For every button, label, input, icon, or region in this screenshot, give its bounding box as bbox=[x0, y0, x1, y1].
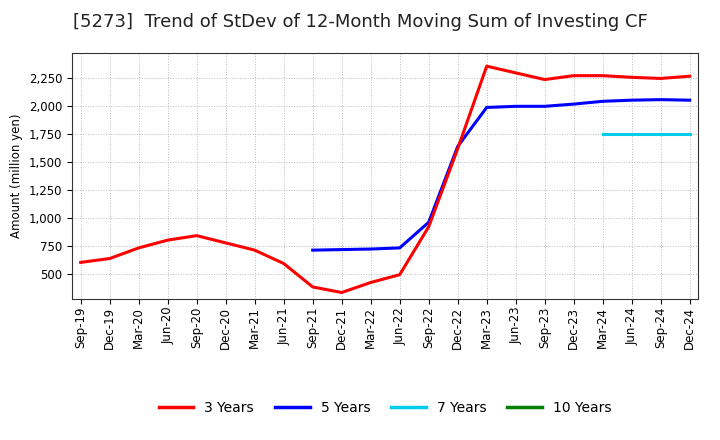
Legend: 3 Years, 5 Years, 7 Years, 10 Years: 3 Years, 5 Years, 7 Years, 10 Years bbox=[153, 395, 617, 420]
Y-axis label: Amount (million yen): Amount (million yen) bbox=[10, 114, 23, 238]
Text: [5273]  Trend of StDev of 12-Month Moving Sum of Investing CF: [5273] Trend of StDev of 12-Month Moving… bbox=[73, 13, 647, 31]
